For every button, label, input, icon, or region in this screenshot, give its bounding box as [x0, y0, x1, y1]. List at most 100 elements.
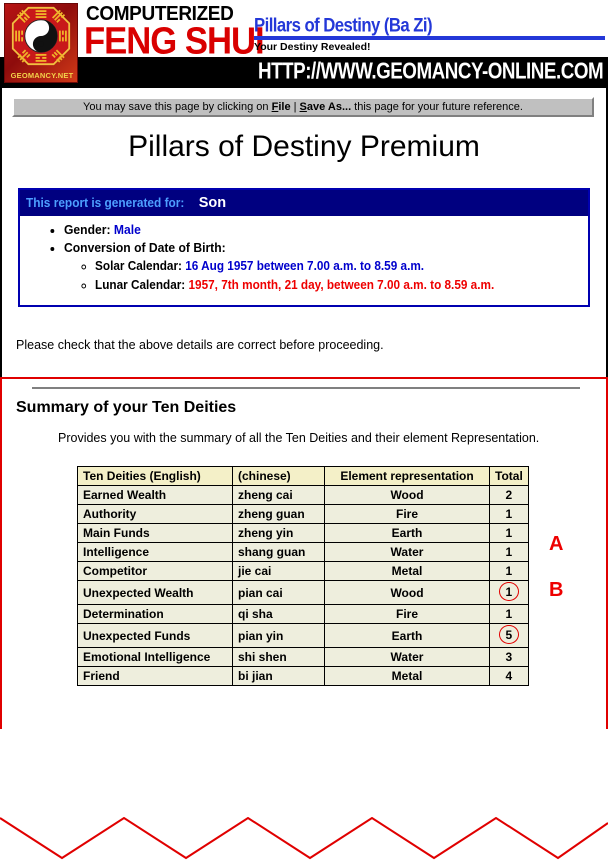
annotation-a: A — [549, 533, 564, 555]
report-subject-name: Son — [198, 195, 227, 211]
dob-conversion-label: Conversion of Date of Birth: — [64, 241, 226, 255]
brand-computerized-text: COMPUTERIZED — [86, 3, 234, 25]
page-title: Pillars of Destiny Premium — [128, 130, 480, 163]
bagua-yinyang-icon — [11, 6, 71, 66]
page-border-left — [0, 88, 2, 378]
table-header-row: Ten Deities (English) (chinese) Element … — [77, 466, 529, 486]
cell-total: 1 — [489, 504, 529, 524]
section-title: Summary of your Ten Deities — [16, 399, 237, 416]
cell-deity-chinese: pian cai — [232, 580, 325, 605]
column-header-element: Element representation — [324, 466, 490, 486]
table-row: Authority zheng guan Fire 1 — [77, 504, 529, 524]
cell-deity-chinese: zheng cai — [232, 485, 325, 505]
cell-element-representation: Metal — [324, 561, 490, 581]
cell-total: 4 — [489, 666, 529, 686]
cell-deity-chinese: zheng yin — [232, 523, 325, 543]
ten-deities-section: Summary of your Ten Deities Provides you… — [0, 377, 608, 729]
table-row: Unexpected Funds pian yin Earth 5 — [77, 623, 529, 648]
cell-total: 1 — [489, 561, 529, 581]
column-header-total: Total — [489, 466, 529, 486]
cell-deity-english: Authority — [77, 504, 233, 524]
cell-element-representation: Fire — [324, 604, 490, 624]
solar-label: Solar Calendar: — [95, 259, 182, 273]
save-notice-separator: | — [290, 101, 300, 113]
section-description: Provides you with the summary of all the… — [58, 431, 540, 445]
cell-element-representation: Metal — [324, 666, 490, 686]
product-title: Pillars of Destiny (Ba Zi) — [254, 14, 433, 36]
cell-total: 2 — [489, 485, 529, 505]
gender-value: Male — [113, 223, 141, 237]
cell-deity-english: Unexpected Wealth — [77, 580, 233, 605]
column-header-chinese: (chinese) — [232, 466, 325, 486]
cell-total: 3 — [489, 647, 529, 667]
cell-total: 1 — [489, 604, 529, 624]
ten-deities-table: Ten Deities (English) (chinese) Element … — [77, 466, 529, 686]
cell-deity-chinese: bi jian — [232, 666, 325, 686]
report-generated-for-label: This report is generated for: — [26, 196, 185, 210]
cell-deity-chinese: shi shen — [232, 647, 325, 667]
cell-deity-english: Determination — [77, 604, 233, 624]
section-divider — [32, 387, 580, 389]
report-header-bar: This report is generated for: Son — [20, 190, 588, 216]
site-banner: GEOMANCY.NET COMPUTERIZED FENG SHUI Pill… — [0, 0, 608, 88]
calendar-list: Solar Calendar: 16 Aug 1957 between 7.00… — [64, 257, 572, 295]
page-body: You may save this page by clicking on Fi… — [0, 88, 608, 860]
table-head: Ten Deities (English) (chinese) Element … — [77, 466, 529, 486]
cell-deity-english: Unexpected Funds — [77, 623, 233, 648]
cell-deity-english: Earned Wealth — [77, 485, 233, 505]
cell-total: 1 — [489, 542, 529, 562]
table-row: Intelligence shang guan Water 1 — [77, 542, 529, 562]
cell-element-representation: Wood — [324, 485, 490, 505]
table-row: Determination qi sha Fire 1 — [77, 604, 529, 624]
save-notice-saveas-rest: ave As... — [306, 101, 352, 113]
table-row: Competitor jie cai Metal 1 — [77, 561, 529, 581]
cell-element-representation: Water — [324, 647, 490, 667]
cell-total: 1 — [489, 523, 529, 543]
solar-value: 16 Aug 1957 between 7.00 a.m. to 8.59 a.… — [185, 259, 425, 273]
cell-deity-english: Friend — [77, 666, 233, 686]
table-row: Main Funds zheng yin Earth 1 — [77, 523, 529, 543]
detail-solar-calendar: Solar Calendar: 16 Aug 1957 between 7.00… — [95, 257, 558, 276]
cell-deity-chinese: pian yin — [232, 623, 325, 648]
cell-element-representation: Wood — [324, 580, 490, 605]
detail-dob-conversion: Conversion of Date of Birth: Solar Calen… — [64, 239, 572, 295]
annotation-b: B — [549, 579, 564, 601]
banner-top-background — [0, 0, 608, 57]
save-notice-part1: You may save this page by clicking on — [83, 101, 272, 113]
table-row: Friend bi jian Metal 4 — [77, 666, 529, 686]
circled-total-highlight: 5 — [498, 625, 520, 645]
cell-deity-english: Main Funds — [77, 523, 233, 543]
details-list: Gender: Male Conversion of Date of Birth… — [20, 221, 588, 295]
torn-edge-zigzag — [0, 817, 608, 860]
report-details-box: This report is generated for: Son Gender… — [18, 188, 590, 307]
cell-total: 5 — [489, 623, 529, 648]
page-border-right — [606, 88, 608, 378]
gender-label: Gender: — [64, 223, 111, 237]
circled-total-highlight: 1 — [498, 582, 520, 602]
save-page-notice: You may save this page by clicking on Fi… — [12, 97, 594, 117]
cell-deity-english: Competitor — [77, 561, 233, 581]
product-tagline: Your Destiny Revealed! — [254, 41, 371, 53]
detail-lunar-calendar: Lunar Calendar: 1957, 7th month, 21 day,… — [95, 276, 558, 295]
detail-gender: Gender: Male — [64, 221, 572, 239]
site-url: HTTP://WWW.GEOMANCY-ONLINE.COM — [257, 59, 604, 85]
save-notice-part2: this page for your future reference. — [351, 101, 523, 113]
product-title-underline — [254, 36, 605, 40]
cell-total: 1 — [489, 580, 529, 605]
cell-deity-chinese: shang guan — [232, 542, 325, 562]
cell-element-representation: Water — [324, 542, 490, 562]
cell-deity-chinese: jie cai — [232, 561, 325, 581]
lunar-label: Lunar Calendar: — [95, 278, 186, 292]
save-notice-file-accel: F — [271, 101, 279, 113]
cell-deity-english: Intelligence — [77, 542, 233, 562]
cell-deity-chinese: zheng guan — [232, 504, 325, 524]
table-row: Earned Wealth zheng cai Wood 2 — [77, 485, 529, 505]
column-header-english: Ten Deities (English) — [77, 466, 233, 486]
save-notice-file-rest: ile — [278, 101, 291, 113]
cell-element-representation: Earth — [324, 623, 490, 648]
cell-deity-english: Emotional Intelligence — [77, 647, 233, 667]
geomancy-logo: GEOMANCY.NET — [4, 3, 78, 83]
cell-element-representation: Fire — [324, 504, 490, 524]
report-details-list: Gender: Male Conversion of Date of Birth… — [20, 216, 588, 305]
logo-caption: GEOMANCY.NET — [10, 71, 74, 80]
